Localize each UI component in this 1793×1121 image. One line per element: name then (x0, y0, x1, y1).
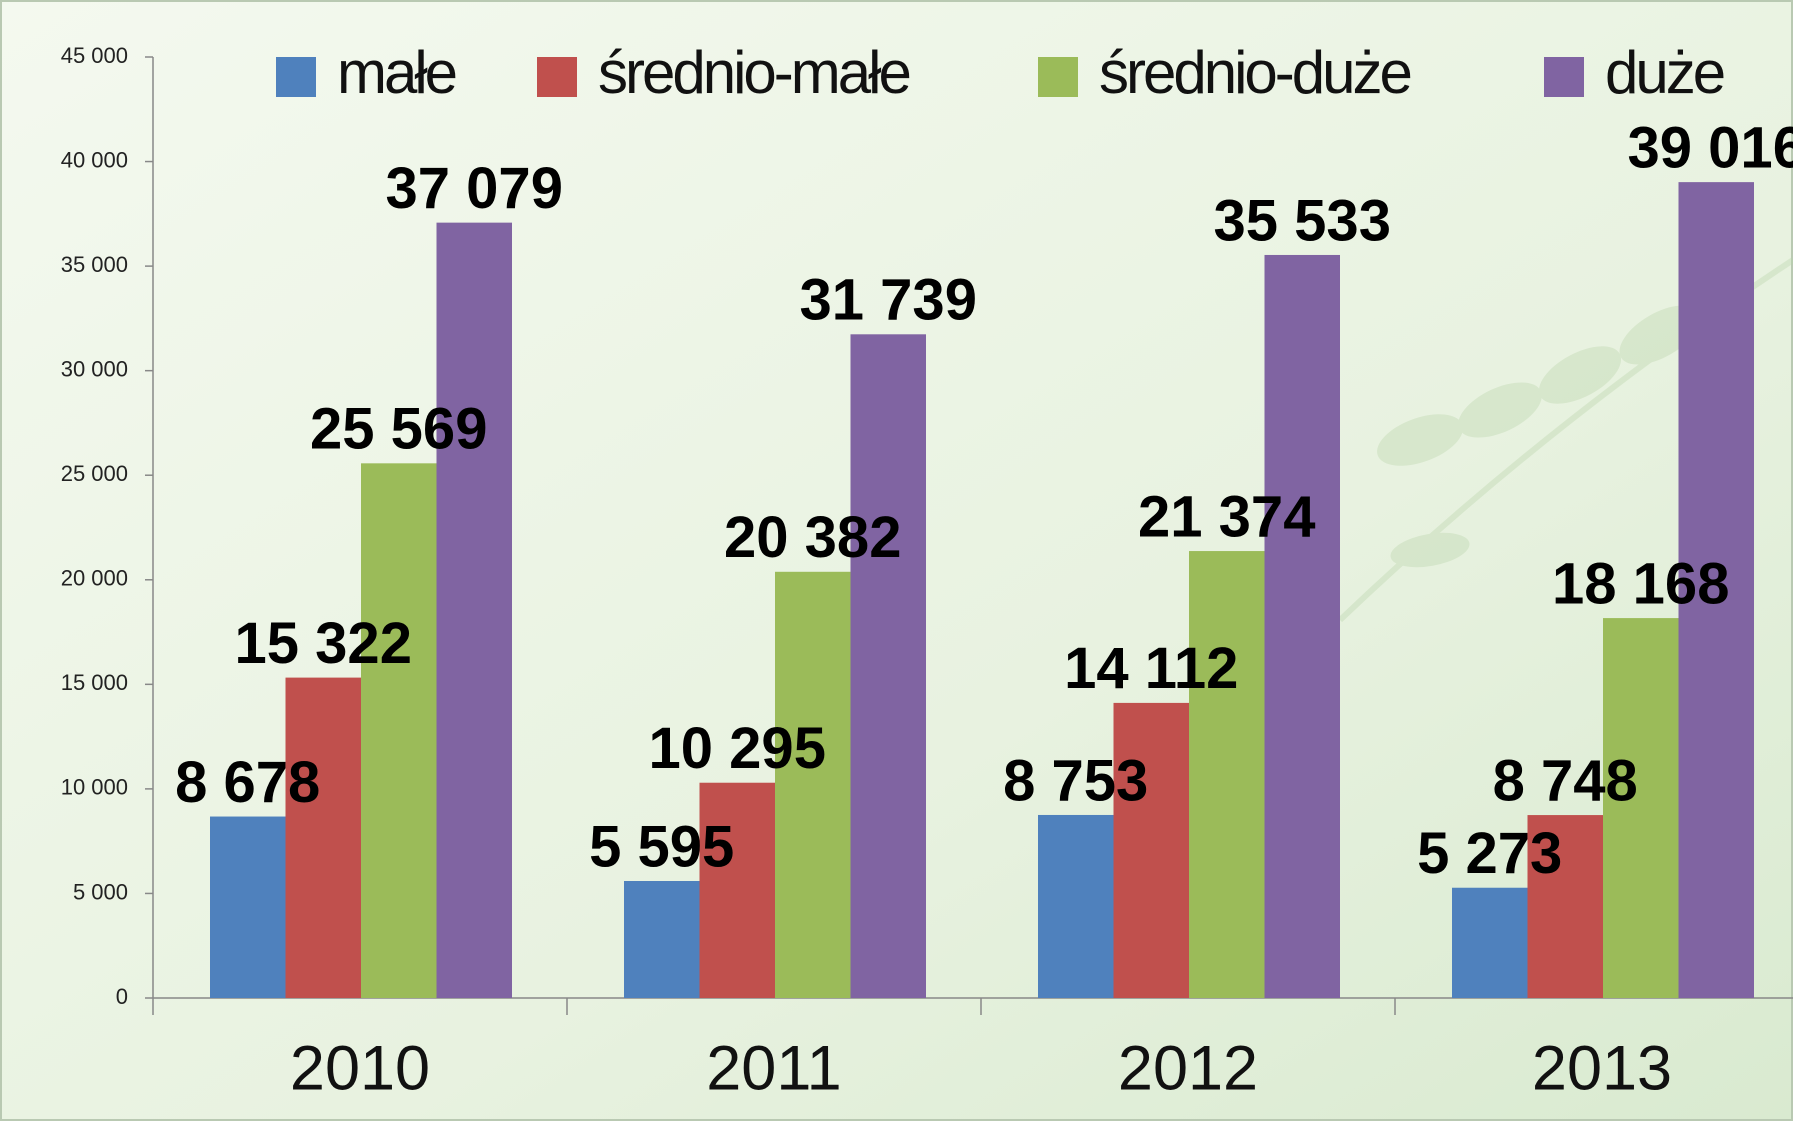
y-tick-label: 35 000 (61, 252, 128, 277)
legend-swatch (276, 57, 316, 97)
legend-swatch (1544, 57, 1584, 97)
legend-label: średnio-duże (1099, 39, 1411, 106)
bar (624, 881, 700, 998)
legend-swatch (537, 57, 577, 97)
legend-label: małe (337, 39, 456, 106)
x-tick-label: 2010 (290, 1034, 430, 1104)
data-label: 20 382 (724, 505, 901, 570)
data-label: 25 569 (310, 397, 487, 462)
data-label: 21 374 (1138, 484, 1315, 549)
bar (1265, 255, 1341, 998)
bar (1114, 703, 1190, 998)
y-tick-label: 0 (116, 984, 128, 1009)
y-tick-label: 40 000 (61, 147, 128, 172)
bar (361, 463, 437, 998)
y-tick-label: 5 000 (73, 879, 128, 904)
legend-label: średnio-małe (598, 39, 909, 106)
data-label: 8 748 (1493, 748, 1638, 813)
page: {"chart_data": {"type": "bar", "categori… (0, 0, 1793, 1121)
y-tick-label: 45 000 (61, 43, 128, 68)
data-label: 31 739 (800, 268, 977, 333)
data-label: 37 079 (386, 156, 563, 221)
data-label: 15 322 (235, 611, 412, 676)
legend-label: duże (1605, 39, 1724, 106)
bar (1452, 888, 1528, 998)
legend-swatch (1038, 57, 1078, 97)
bar (1189, 551, 1265, 998)
y-tick-label: 20 000 (61, 566, 128, 591)
data-label: 8 678 (175, 750, 320, 815)
bar (437, 223, 513, 998)
x-tick-label: 2012 (1118, 1034, 1258, 1104)
bar (851, 334, 927, 998)
data-label: 5 595 (589, 814, 734, 879)
bar (775, 572, 851, 998)
data-label: 14 112 (1064, 636, 1238, 701)
data-label: 18 168 (1552, 551, 1729, 616)
data-label: 39 016 (1628, 115, 1793, 180)
x-tick-label: 2013 (1532, 1034, 1672, 1104)
data-label: 5 273 (1417, 821, 1562, 886)
data-label: 8 753 (1003, 748, 1148, 813)
y-tick-label: 25 000 (61, 461, 128, 486)
x-tick-label: 2011 (706, 1034, 841, 1104)
data-label: 10 295 (649, 716, 826, 781)
chart: 0 5 000 10 000 15 000 20 000 25 000 30 000 35 0… (0, 0, 1793, 1121)
y-tick-label: 15 000 (61, 670, 128, 695)
bar (1038, 815, 1114, 998)
y-tick-label: 30 000 (61, 356, 128, 381)
y-tick-label: 10 000 (61, 775, 128, 800)
bar (210, 817, 286, 998)
data-label: 35 533 (1214, 188, 1391, 253)
bar (286, 678, 362, 998)
